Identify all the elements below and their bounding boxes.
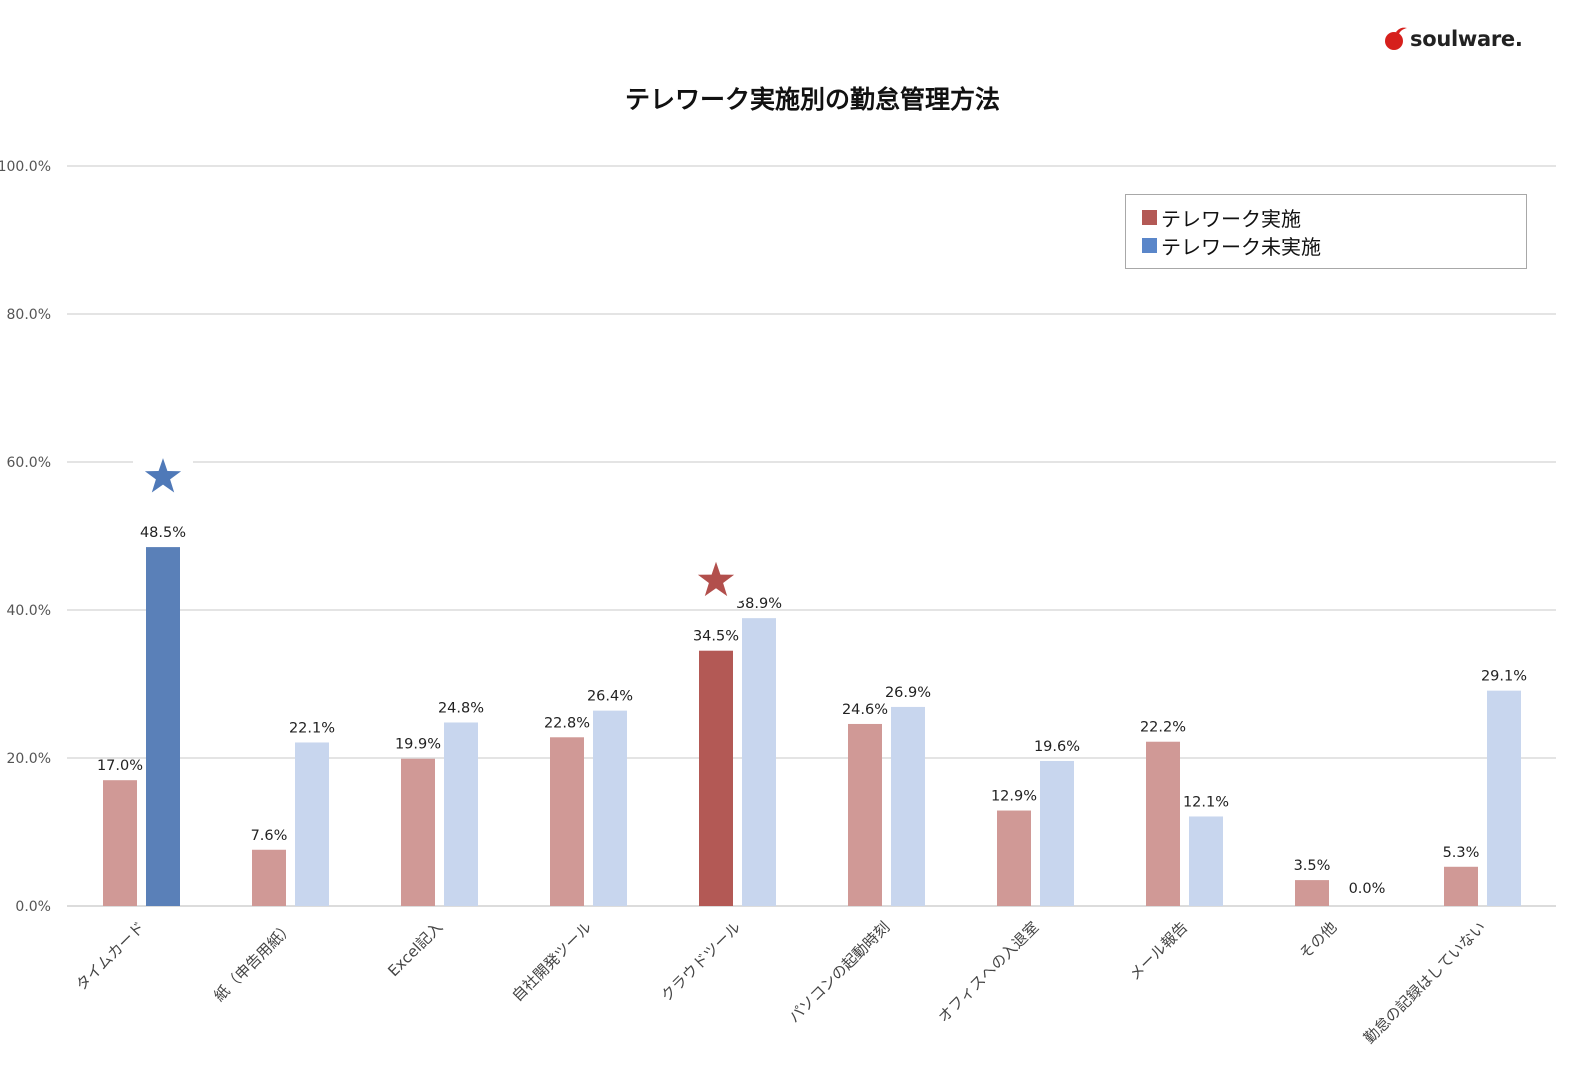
bar: [593, 710, 627, 906]
data-label: 38.9%: [736, 596, 782, 612]
y-tick-label: 60.0%: [7, 455, 51, 471]
legend-label-telework: テレワーク実施: [1161, 207, 1301, 231]
x-tick-label: Excel記入: [384, 918, 446, 980]
legend-item-no-telework: テレワーク未実施: [1142, 231, 1321, 260]
data-label: 12.1%: [1183, 794, 1229, 810]
logo-text: soulware.: [1410, 27, 1523, 51]
data-label: 34.5%: [693, 629, 739, 645]
y-tick-label: 20.0%: [7, 751, 51, 767]
data-label: 26.9%: [885, 685, 931, 701]
data-label: 12.9%: [991, 789, 1037, 805]
bar: [1189, 816, 1223, 906]
data-label: 5.3%: [1443, 845, 1480, 861]
brand-logo: soulware.: [1382, 26, 1523, 52]
data-label: 3.5%: [1294, 858, 1331, 874]
x-tick-label: クラウドツール: [657, 918, 744, 1005]
bar: [1444, 866, 1478, 906]
data-label: 22.2%: [1140, 720, 1186, 736]
bar: [295, 742, 329, 906]
chart-title: テレワーク実施別の勤怠管理方法: [624, 85, 1000, 114]
x-tick-label: パソコンの起動時刻: [785, 918, 893, 1026]
bar: [550, 737, 584, 906]
bar: [1295, 880, 1329, 906]
data-label: 17.0%: [97, 758, 143, 774]
bar: [146, 547, 180, 906]
data-label: 29.1%: [1481, 669, 1527, 685]
bar: [401, 758, 435, 906]
data-label: 7.6%: [251, 828, 288, 844]
data-label: 19.9%: [395, 737, 441, 753]
data-label: 19.6%: [1034, 739, 1080, 755]
data-label: 22.1%: [289, 720, 335, 736]
data-label: 0.0%: [1349, 881, 1386, 897]
x-tick-label: 自社開発ツール: [508, 918, 595, 1005]
x-tick-label: オフィスへの入退室: [934, 918, 1042, 1026]
star-icon: [144, 458, 182, 493]
flame-logo-icon: [1385, 27, 1407, 50]
x-tick-label: 紙（申告用紙）: [210, 918, 297, 1005]
bar: [699, 650, 733, 906]
data-label: 48.5%: [140, 525, 186, 541]
bar: [848, 723, 882, 906]
y-tick-label: 80.0%: [7, 307, 51, 323]
legend-swatch-no-telework: [1142, 238, 1157, 253]
legend-swatch-telework: [1142, 210, 1157, 225]
y-tick-label: 40.0%: [7, 603, 51, 619]
data-label: 22.8%: [544, 715, 590, 731]
x-tick-label: その他: [1296, 918, 1341, 963]
y-tick-label: 0.0%: [15, 899, 51, 915]
legend-item-telework: テレワーク実施: [1142, 203, 1301, 232]
bar: [891, 706, 925, 906]
data-label: 24.8%: [438, 700, 484, 716]
bar: [252, 849, 286, 906]
legend-label-no-telework: テレワーク未実施: [1161, 235, 1321, 259]
chart-legend: テレワーク実施 テレワーク未実施: [1125, 194, 1527, 269]
y-tick-label: 100.0%: [0, 159, 51, 175]
star-icon: [697, 561, 735, 597]
x-tick-label: メール報告: [1126, 918, 1192, 984]
x-tick-label: タイムカード: [72, 918, 148, 994]
bar: [997, 810, 1031, 906]
bar: [103, 780, 137, 906]
bar: [1146, 741, 1180, 906]
data-label: 24.6%: [842, 702, 888, 718]
x-tick-label: 勤怠の記録はしていない: [1360, 918, 1489, 1047]
data-label: 26.4%: [587, 689, 633, 705]
bar: [742, 618, 776, 906]
bar: [444, 722, 478, 906]
bar: [1487, 690, 1521, 906]
bar: [1040, 760, 1074, 906]
